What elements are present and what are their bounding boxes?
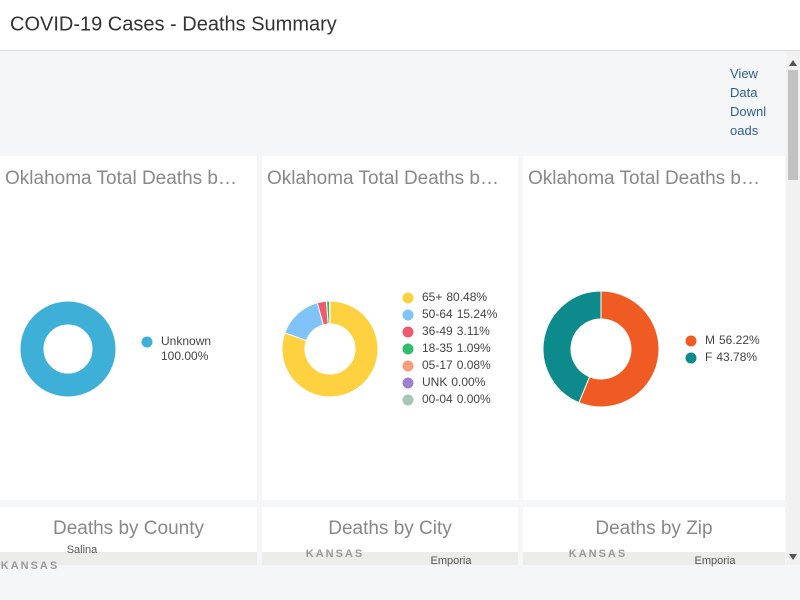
legend-category: 50-64 [422,307,453,321]
legend-label: 65+ 80.48% [422,290,487,304]
legend-swatch [402,343,414,355]
legend-swatch [685,335,697,347]
legend-category: 18-35 [422,341,453,355]
legend-category: Unknown [161,334,211,348]
legend-swatch [685,352,697,364]
legend-value: 15.24% [457,307,498,321]
scroll-up[interactable] [789,60,797,66]
legend-label: M 56.22% [705,333,760,347]
chart-title: Oklahoma Total Deaths b… [267,168,499,189]
legend-label: F 43.78% [705,350,757,364]
donut-slice [542,290,602,404]
legend-label: 05-17 0.08% [422,358,491,372]
header [0,0,800,50]
map-label: Emporia [431,555,473,567]
legend-category: 65+ [422,290,442,304]
map-title: Deaths by County [53,518,205,539]
legend-value: 80.48% [446,290,487,304]
legend-category: 00-04 [422,392,453,406]
legend-value: 56.22% [719,333,760,347]
map-label: Emporia [695,555,737,567]
scroll-down[interactable] [789,554,797,560]
donut-slice [19,300,117,398]
legend-label: 18-35 1.09% [422,341,491,355]
page-title: COVID-19 Cases - Deaths Summary [10,13,337,35]
legend-swatch [141,336,153,348]
legend-label: 00-04 0.00% [422,392,491,406]
map[interactable] [523,552,785,565]
map[interactable] [262,552,518,565]
donut-slice [281,300,379,398]
legend-swatch [402,292,414,304]
legend-value: 0.00% [451,375,485,389]
map-label: KANSAS [569,548,627,560]
legend-swatch [402,360,414,372]
view-data-downloads[interactable]: View Data Downloads [730,66,767,138]
legend-value: 0.08% [457,358,491,372]
legend-label: Unknown 100.00% [161,334,211,363]
legend-category: UNK [422,375,447,389]
legend-swatch [402,377,414,389]
legend-swatch [402,309,414,321]
donut-slice [578,290,660,408]
legend-category: F [705,350,712,364]
map-title: Deaths by Zip [595,518,712,539]
legend-value: 43.78% [716,350,757,364]
map-label: Salina [67,544,98,556]
legend-category: 05-17 [422,358,453,372]
map[interactable] [0,552,257,565]
legend-category: 36-49 [422,324,453,338]
legend-label: 36-49 3.11% [422,324,490,338]
map-label: KANSAS [1,560,59,572]
legend-value: 100.00% [161,349,209,363]
map-label: KANSAS [306,548,364,560]
legend-value: 3.11% [457,324,490,338]
legend-category: M [705,333,715,347]
legend-label: 50-64 15.24% [422,307,498,321]
legend-swatch [402,394,414,406]
chart-title: Oklahoma Total Deaths b… [5,168,237,189]
footer-bg [0,565,800,600]
legend-label: UNK 0.00% [422,375,486,389]
scrollbar-thumb[interactable] [788,70,798,180]
legend-value: 0.00% [457,392,491,406]
legend-value: 1.09% [457,341,491,355]
chart-title: Oklahoma Total Deaths b… [528,168,760,189]
map-title: Deaths by City [328,518,452,539]
legend-swatch [402,326,414,338]
